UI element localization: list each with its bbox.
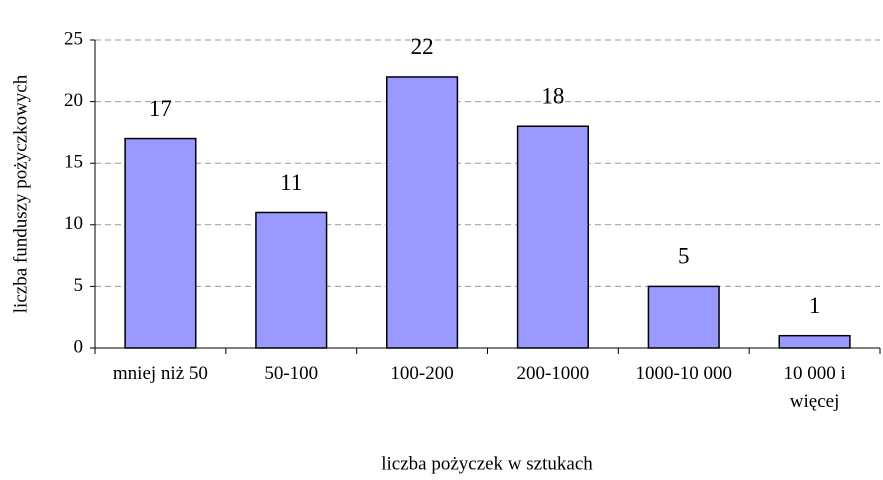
- x-tick-label: 1000-10 000: [635, 363, 733, 384]
- x-tick-label: mniej niż 50: [112, 363, 208, 384]
- data-label: 1: [809, 293, 821, 318]
- bar: [516, 125, 589, 349]
- data-label: 17: [149, 96, 172, 121]
- bar: [778, 334, 851, 349]
- y-tick-label: 25: [64, 28, 83, 49]
- y-axis-label: liczba funduszy pożyczkowych: [10, 74, 31, 313]
- x-tick-label: 200-1000: [516, 363, 590, 384]
- x-tick-label: 10 000 i więcej: [783, 363, 846, 412]
- data-label: 18: [541, 84, 564, 109]
- bar: [124, 137, 197, 349]
- x-axis-label: liczba pożyczek w sztukach: [381, 453, 593, 474]
- x-tick-label: 100-200: [390, 363, 454, 384]
- bar: [255, 211, 328, 349]
- y-tick-label: 15: [64, 152, 83, 173]
- data-label: 22: [411, 34, 434, 59]
- x-tick-label: 50-100: [264, 363, 319, 384]
- bar: [386, 76, 459, 349]
- y-tick-label: 0: [74, 336, 84, 357]
- data-label: 5: [678, 244, 690, 269]
- bar: [647, 285, 720, 349]
- data-label: 11: [280, 170, 302, 195]
- y-tick-label: 20: [64, 90, 83, 111]
- y-tick-label: 10: [64, 213, 83, 234]
- y-tick-label: 5: [74, 275, 84, 296]
